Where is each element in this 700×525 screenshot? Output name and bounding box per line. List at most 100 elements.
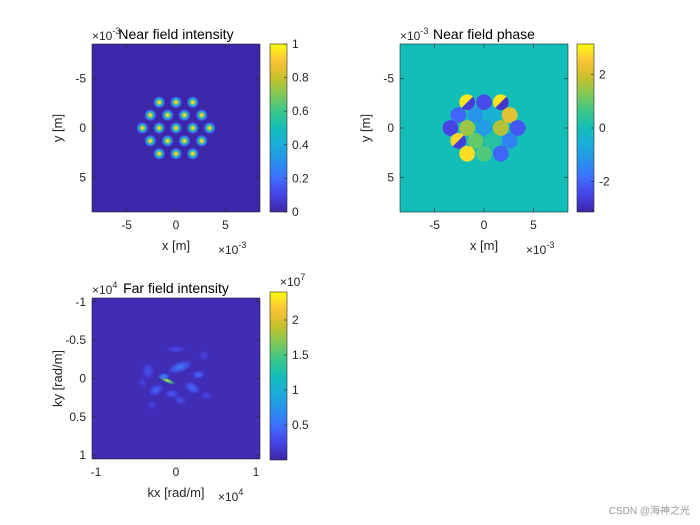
intensity-spot-10 <box>169 121 183 135</box>
phase-wrap-3 <box>495 96 509 111</box>
colorbar-tick-label: 1 <box>292 383 299 397</box>
colorbar-tick-label: 0 <box>599 121 606 135</box>
intensity-spot-7 <box>195 109 208 122</box>
far-field-blob-13 <box>197 349 211 362</box>
y-tick-label: -5 <box>383 72 394 86</box>
x-axis-label: x [m] <box>470 238 498 253</box>
phase-spot-4 <box>450 107 467 124</box>
plot-title: Near field phase <box>433 26 535 42</box>
phase-spot-11 <box>492 120 509 136</box>
intensity-spot-9 <box>153 121 166 135</box>
intensity-spot-12 <box>203 121 216 135</box>
colorbar-tick-label: 1 <box>292 37 299 51</box>
x-tick-label: 0 <box>481 218 488 232</box>
intensity-spot-6 <box>178 109 191 122</box>
phase-spot-16 <box>501 132 518 149</box>
colorbar-tick-label: 2 <box>292 313 299 327</box>
y-exponent-power: -3 <box>420 26 428 36</box>
x-tick-label: 5 <box>222 218 229 232</box>
plot-area <box>92 298 260 459</box>
colorbar: 0.5 1 1.5 2 ×107 <box>269 272 309 461</box>
y-exponent-label: ×104 <box>92 280 117 297</box>
far-field-blob-10 <box>200 390 213 401</box>
intensity-spot-3 <box>186 96 199 109</box>
colorbar-scale <box>269 43 288 213</box>
x-exponent-label: ×104 <box>218 487 243 504</box>
intensity-spot-5 <box>161 109 174 122</box>
far-field-blob-11 <box>163 345 189 354</box>
intensity-spot-11 <box>186 121 199 135</box>
x-axis-label: x [m] <box>162 238 190 253</box>
intensity-spot-17 <box>153 147 166 160</box>
intensity-spot-4 <box>144 109 157 122</box>
x-tick-label: 1 <box>253 465 260 479</box>
subplot-3: -1 0 1 -1 -0.5 0 0.5 1 kx [rad/m] ky [rad/m] ×104 ×… <box>50 272 309 504</box>
far-field-blob-12 <box>145 400 159 411</box>
x-tick-label: 5 <box>530 218 537 232</box>
heatmap-background <box>92 298 260 459</box>
intensity-spot-2 <box>169 96 183 109</box>
far-field-blobs <box>137 345 213 411</box>
far-field-blob-3 <box>165 359 195 375</box>
x-exponent-power: -3 <box>238 240 246 250</box>
x-tick-label: 0 <box>173 218 180 232</box>
colorbar-tick-label: 1.5 <box>292 348 309 362</box>
colorbar-tick-label: 2 <box>599 67 606 81</box>
phase-spot-2 <box>476 94 492 111</box>
phase-spot-19 <box>492 145 509 162</box>
far-field-blob-4 <box>190 369 207 380</box>
phase-spot-7 <box>501 107 518 124</box>
phase-spot-17 <box>459 145 476 162</box>
colorbar-tick-label: 0.2 <box>292 171 309 185</box>
far-field-blob-6 <box>146 382 166 398</box>
plot-area <box>92 44 260 212</box>
x-axis-label: kx [rad/m] <box>147 485 204 500</box>
colorbar-tick-label: 0.8 <box>292 71 309 85</box>
x-tick-label: 0 <box>173 465 180 479</box>
y-tick-label: -0.5 <box>65 333 86 347</box>
intensity-spot-19 <box>186 147 199 160</box>
y-tick-label: 0.5 <box>69 410 86 424</box>
colorbar-exponent-power: 7 <box>300 272 305 282</box>
colorbar-tick-label: -2 <box>599 175 610 189</box>
phase-spot-8 <box>442 120 459 136</box>
plot-title: Far field intensity <box>123 280 229 296</box>
y-tick-label: -5 <box>75 72 86 86</box>
intensity-spot-8 <box>136 121 149 135</box>
intensity-spot-1 <box>153 96 166 109</box>
y-tick-label: 5 <box>387 170 394 184</box>
y-exponent-power: -3 <box>112 26 120 36</box>
y-tick-label: 0 <box>79 372 86 386</box>
phase-spot-6 <box>484 107 501 124</box>
phase-spot-14 <box>467 132 484 149</box>
plot-title: Near field intensity <box>118 26 233 42</box>
y-tick-label: 5 <box>79 170 86 184</box>
intensity-spot-15 <box>178 134 191 147</box>
x-exponent-power: -3 <box>546 240 554 250</box>
phase-spot-18 <box>476 145 492 162</box>
far-field-blob-2 <box>157 372 171 381</box>
colorbar-tick-label: 0.6 <box>292 104 309 118</box>
intensity-spot-16 <box>195 134 208 147</box>
y-exponent-power: 4 <box>112 280 117 290</box>
x-tick-label: -5 <box>121 218 132 232</box>
colorbar-tick-label: 0.4 <box>292 138 309 152</box>
watermark: CSDN @海神之光 <box>609 504 690 517</box>
intensity-spot-13 <box>144 134 157 147</box>
colorbar: -2 0 2 <box>576 43 610 213</box>
x-tick-label: -1 <box>91 465 102 479</box>
phase-spot-15 <box>484 132 501 149</box>
phase-wrap-13 <box>452 135 467 149</box>
x-exponent-power: 4 <box>238 487 243 497</box>
y-tick-label: 1 <box>79 448 86 462</box>
y-tick-label: 0 <box>79 121 86 135</box>
phase-spot-5 <box>467 107 484 124</box>
far-field-blob-8 <box>172 394 188 406</box>
phase-wrap-1 <box>461 96 476 111</box>
y-tick-label: 0 <box>387 121 394 135</box>
colorbar-scale <box>269 291 288 461</box>
x-tick-label: -5 <box>429 218 440 232</box>
